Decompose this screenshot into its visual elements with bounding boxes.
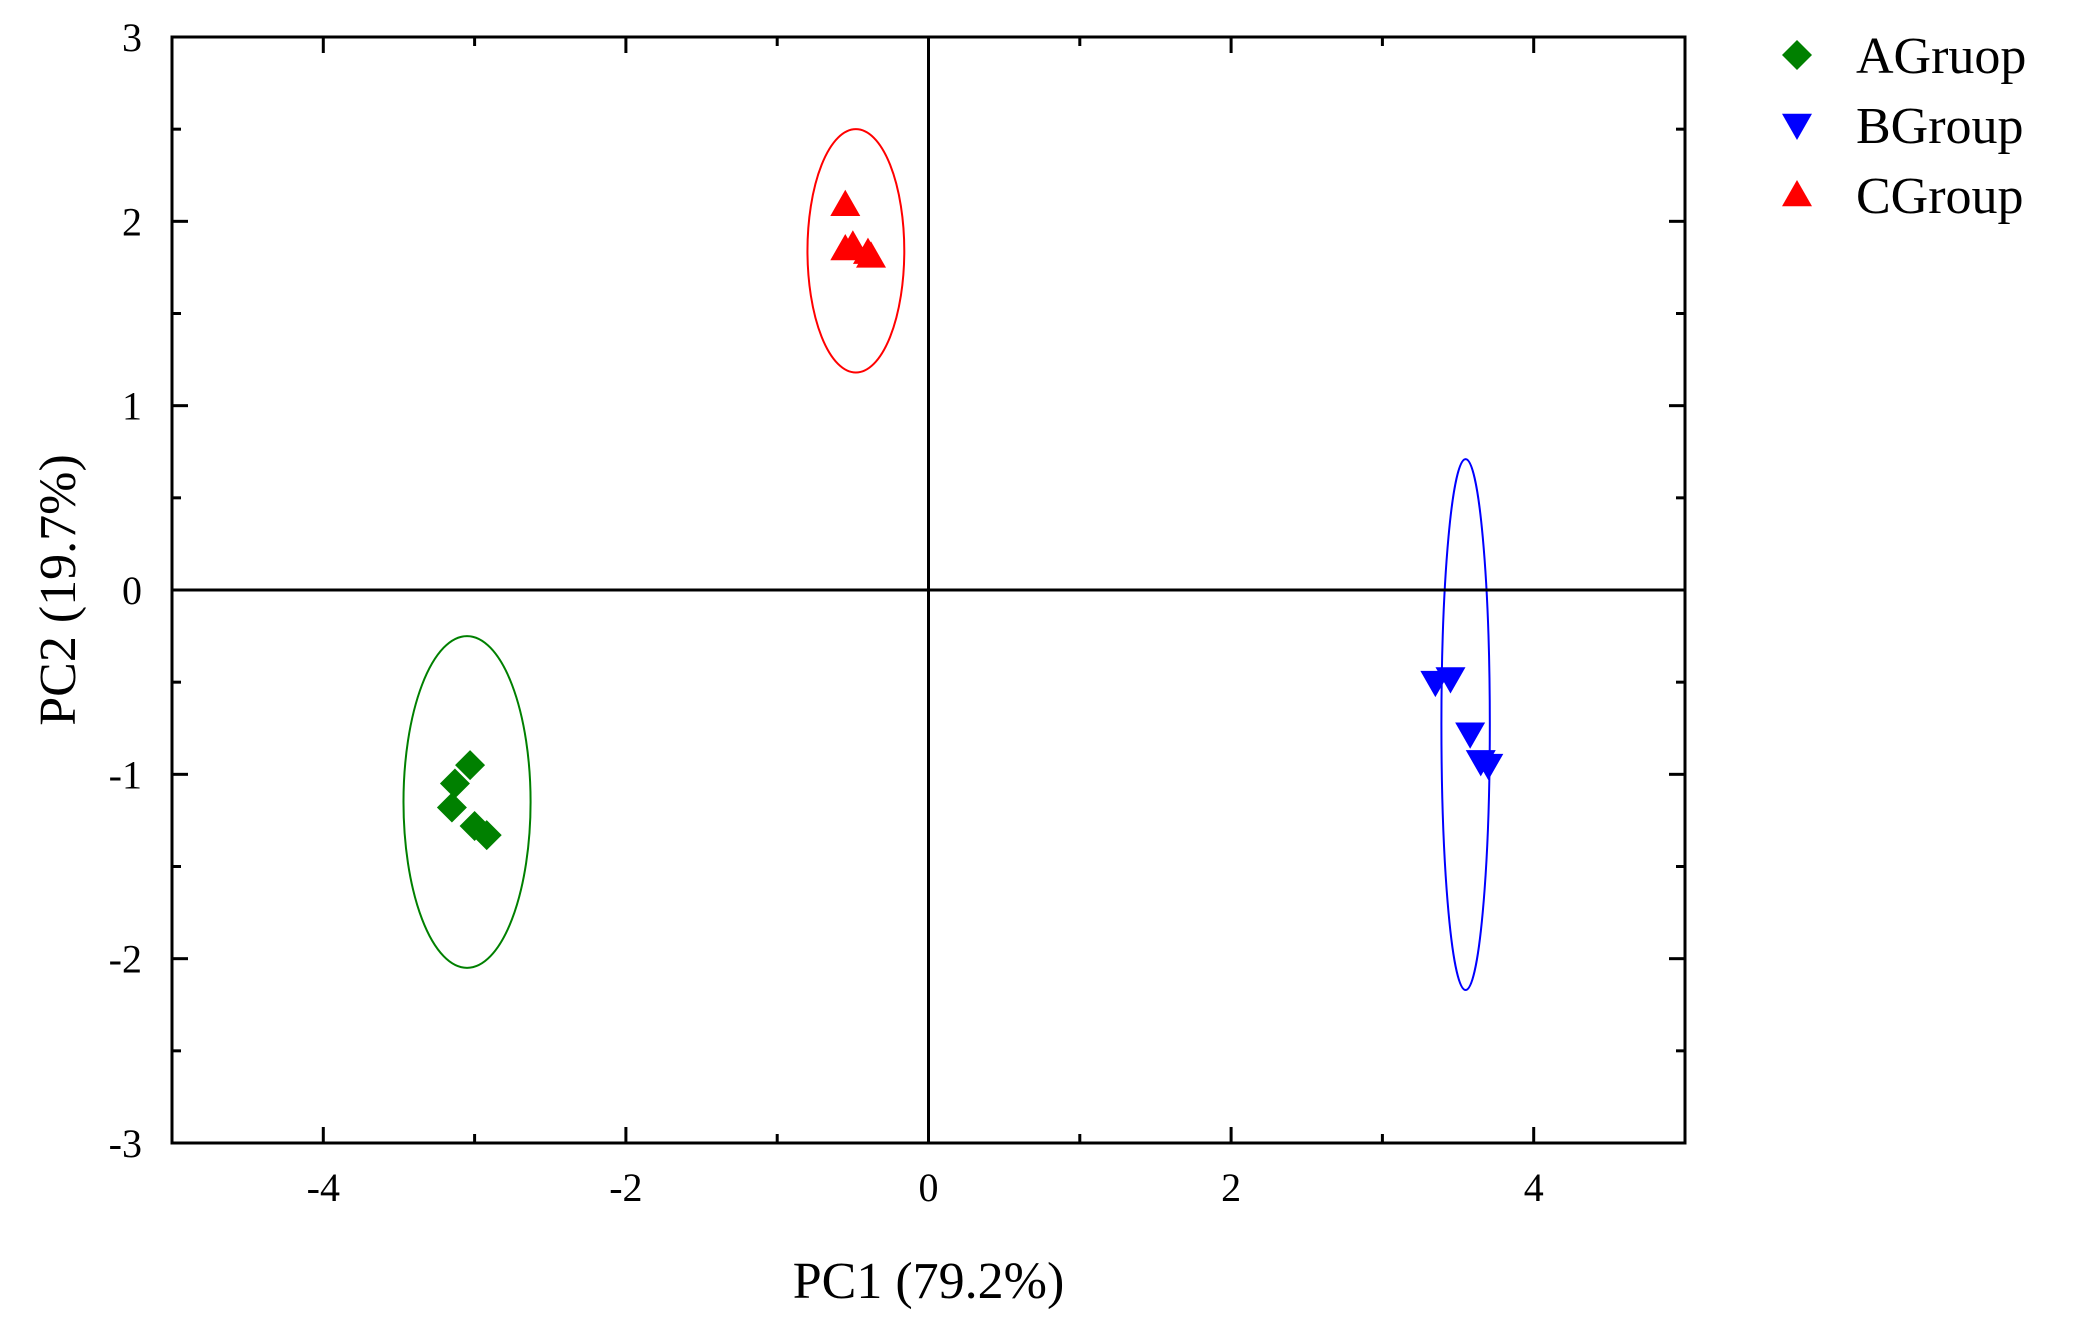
legend-label-2: CGroup xyxy=(1856,168,2024,225)
data-point-1-2 xyxy=(1455,722,1486,749)
legend-marker-1 xyxy=(1782,113,1812,140)
data-point-0-1 xyxy=(439,768,470,799)
y-tick-label: -3 xyxy=(109,1121,142,1166)
y-tick-label: -1 xyxy=(109,752,142,797)
x-tick-label: 4 xyxy=(1524,1165,1544,1210)
legend-marker-2 xyxy=(1782,180,1812,207)
y-tick-label: 0 xyxy=(122,568,142,613)
confidence-ellipse-1 xyxy=(1440,458,1491,992)
confidence-ellipse-0 xyxy=(402,635,532,969)
x-tick-label: 0 xyxy=(919,1165,939,1210)
data-point-0-2 xyxy=(436,792,467,823)
y-tick-label: 2 xyxy=(122,199,142,244)
data-point-2-0 xyxy=(830,189,861,216)
y-tick-label: 3 xyxy=(122,15,142,60)
legend-label-0: AGruop xyxy=(1856,28,2026,85)
data-point-2-4 xyxy=(856,241,887,268)
data-point-0-0 xyxy=(455,750,486,781)
x-tick-label: 2 xyxy=(1221,1165,1241,1210)
data-point-2-2 xyxy=(837,230,868,257)
legend-label-1: BGroup xyxy=(1856,98,2024,155)
x-tick-label: -2 xyxy=(609,1165,642,1210)
legend: AGruop BGroup CGroup xyxy=(1782,28,2026,225)
legend-marker-0 xyxy=(1782,40,1812,70)
y-tick-label: -2 xyxy=(109,937,142,982)
y-axis-title: PC2 (19.7%) xyxy=(30,454,87,726)
x-axis-title: PC1 (79.2%) xyxy=(793,1253,1065,1310)
plot-layer xyxy=(402,128,1504,992)
axis-layer: -4 -2 0 2 4 -3 -2 -1 0 1 2 3 PC1 (79.2%) PC2 (19.7%) xyxy=(30,15,1687,1310)
data-point-1-1 xyxy=(1435,667,1466,694)
data-point-0-4 xyxy=(471,820,502,851)
x-tick-label: -4 xyxy=(307,1165,340,1210)
confidence-ellipse-2 xyxy=(806,128,906,374)
data-point-1-4 xyxy=(1473,753,1504,781)
y-tick-label: 1 xyxy=(122,384,142,429)
